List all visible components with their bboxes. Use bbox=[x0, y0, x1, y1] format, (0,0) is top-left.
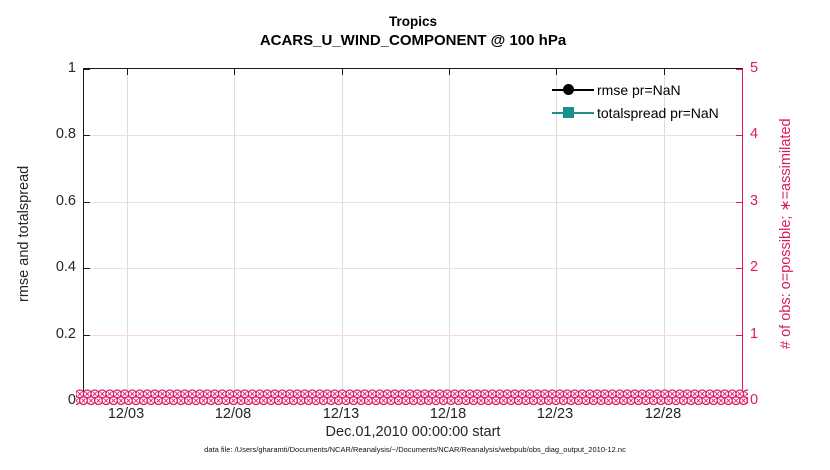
y-gridline bbox=[84, 201, 742, 203]
x-tick-mark-top bbox=[663, 69, 665, 75]
y-tick-mark-right bbox=[736, 134, 742, 136]
left-y-tick-label: 0.4 bbox=[55, 258, 76, 275]
y-gridline bbox=[84, 267, 742, 269]
circle-marker-icon bbox=[563, 84, 574, 95]
obs-zero-marker-band bbox=[76, 389, 748, 406]
chart-subtitle: ACARS_U_WIND_COMPONENT @ 100 hPa bbox=[259, 32, 567, 49]
x-gridline bbox=[448, 69, 450, 399]
y-tick-mark-right bbox=[736, 267, 742, 269]
left-y-tick-label: 0 bbox=[67, 391, 76, 408]
x-gridline bbox=[341, 69, 343, 399]
right-y-tick-label: 1 bbox=[750, 325, 759, 342]
legend-marker-sample bbox=[552, 106, 594, 120]
y-tick-mark-left bbox=[84, 134, 90, 136]
right-y-tick-label: 0 bbox=[750, 391, 759, 408]
square-marker-icon bbox=[563, 107, 574, 118]
y-tick-mark-right bbox=[736, 68, 742, 70]
x-tick-mark-top bbox=[341, 69, 343, 75]
legend-label: rmse pr=NaN bbox=[597, 81, 681, 98]
x-tick-label: 12/13 bbox=[322, 406, 360, 422]
left-y-tick-label: 1 bbox=[67, 59, 76, 76]
y-tick-mark-left bbox=[84, 201, 90, 203]
x-tick-label: 12/03 bbox=[107, 406, 145, 422]
right-y-tick-label: 3 bbox=[750, 192, 759, 209]
left-y-axis-label: rmse and totalspread bbox=[16, 165, 32, 303]
legend-item: totalspread pr=NaN bbox=[552, 101, 719, 124]
chart-title: Tropics bbox=[388, 14, 437, 29]
y-tick-mark-right bbox=[736, 334, 742, 336]
y-tick-mark-left bbox=[84, 334, 90, 336]
y-gridline bbox=[84, 134, 742, 136]
y-tick-mark-left bbox=[84, 267, 90, 269]
x-gridline bbox=[126, 69, 128, 399]
data-file-caption: data file: /Users/gharamti/Documents/NCA… bbox=[204, 445, 626, 454]
x-tick-label: 12/23 bbox=[536, 406, 574, 422]
y-gridline bbox=[84, 334, 742, 336]
x-gridline bbox=[233, 69, 235, 399]
y-tick-mark-left bbox=[84, 68, 90, 70]
plot-area bbox=[83, 68, 743, 402]
x-tick-mark-top bbox=[555, 69, 557, 75]
legend-label: totalspread pr=NaN bbox=[597, 104, 719, 121]
legend-marker-sample bbox=[552, 83, 594, 97]
x-gridline bbox=[663, 69, 665, 399]
x-gridline bbox=[555, 69, 557, 399]
left-y-tick-label: 0.8 bbox=[55, 125, 76, 142]
x-tick-mark-top bbox=[126, 69, 128, 75]
x-axis-label: Dec.01,2010 00:00:00 start bbox=[325, 424, 501, 440]
x-tick-mark-top bbox=[448, 69, 450, 75]
y-tick-mark-right bbox=[736, 201, 742, 203]
right-y-tick-label: 4 bbox=[750, 125, 759, 142]
right-y-tick-label: 2 bbox=[750, 258, 759, 275]
legend-item: rmse pr=NaN bbox=[552, 78, 719, 101]
x-tick-label: 12/28 bbox=[644, 406, 682, 422]
right-y-axis-label: # of obs: o=possible; ∗=assimilated bbox=[778, 118, 794, 350]
left-y-tick-label: 0.6 bbox=[55, 192, 76, 209]
left-y-tick-label: 0.2 bbox=[55, 325, 76, 342]
x-tick-label: 12/18 bbox=[429, 406, 467, 422]
x-tick-mark-top bbox=[233, 69, 235, 75]
x-tick-label: 12/08 bbox=[214, 406, 252, 422]
right-y-tick-label: 5 bbox=[750, 59, 759, 76]
chart-legend: rmse pr=NaN totalspread pr=NaN bbox=[552, 78, 719, 124]
chart-title-block: Tropics ACARS_U_WIND_COMPONENT @ 100 hPa bbox=[83, 13, 743, 50]
